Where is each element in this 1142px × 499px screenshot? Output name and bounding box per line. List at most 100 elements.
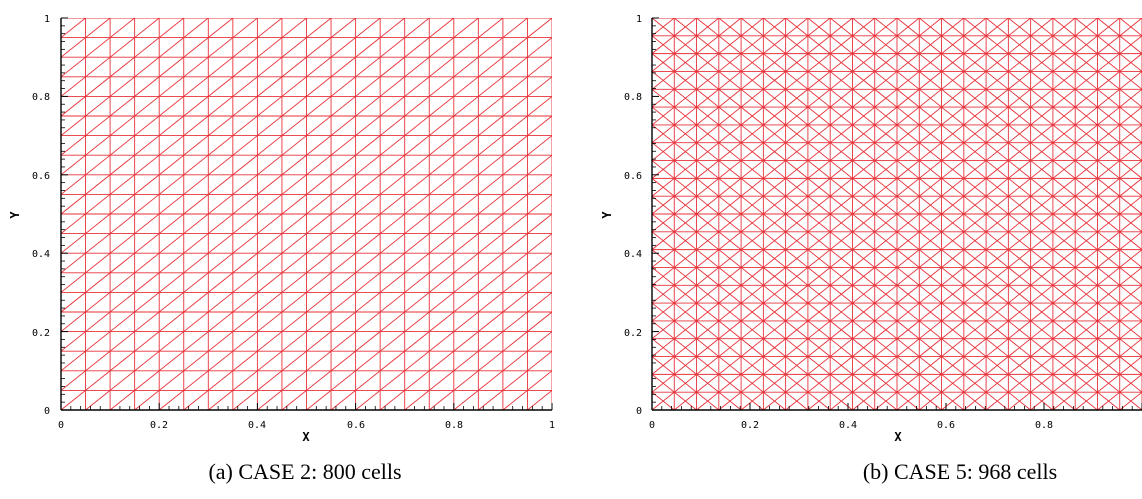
mesh-diagonal bbox=[696, 18, 1142, 375]
mesh-diagonal bbox=[61, 18, 528, 391]
mesh-diagonal bbox=[652, 35, 1121, 410]
mesh-diagonal bbox=[652, 18, 1142, 410]
ytick-label-b-4: 0.8 bbox=[624, 92, 642, 103]
mesh-diagonal bbox=[652, 18, 742, 90]
mesh-diagonal bbox=[896, 18, 1142, 215]
ytick-label-a-5: 1 bbox=[44, 14, 50, 25]
xtick-label-b-3: 0.6 bbox=[937, 420, 955, 431]
mesh-diagonal bbox=[61, 18, 356, 254]
mesh-diagonal bbox=[1030, 18, 1142, 108]
mesh-diagonal bbox=[355, 252, 552, 410]
mesh-diagonal bbox=[652, 213, 898, 410]
ytick-label-a-2: 0.4 bbox=[32, 249, 50, 260]
xtick-label-a-5: 1 bbox=[549, 420, 555, 431]
xtick-label-a-3: 0.6 bbox=[347, 420, 365, 431]
mesh-diagonal bbox=[918, 18, 1142, 197]
xtick-label-a-1: 0.2 bbox=[150, 420, 168, 431]
mesh-diagonal bbox=[652, 231, 876, 410]
mesh-diagonal bbox=[673, 18, 1142, 393]
mesh-diagonal bbox=[652, 338, 742, 410]
mesh-lines-a bbox=[61, 18, 552, 410]
mesh-diagonal bbox=[852, 18, 1142, 251]
mesh-diagonal bbox=[652, 284, 809, 410]
xtick-label-b-4: 0.8 bbox=[1035, 420, 1053, 431]
mesh-diagonal bbox=[183, 115, 552, 410]
mesh-diagonal bbox=[1030, 320, 1142, 410]
mesh-diagonal bbox=[61, 18, 430, 313]
mesh-diagonal bbox=[652, 249, 853, 410]
mesh-diagonal bbox=[652, 177, 942, 410]
mesh-diagonal bbox=[1008, 302, 1142, 410]
mesh-diagonal bbox=[941, 249, 1142, 410]
mesh-diagonal bbox=[61, 18, 283, 195]
mesh-diagonal bbox=[61, 18, 234, 156]
mesh-diagonal bbox=[763, 18, 1142, 322]
mesh-diagonal bbox=[652, 18, 898, 215]
mesh-diagonal bbox=[652, 159, 965, 410]
xtick-label-a-2: 0.4 bbox=[248, 420, 266, 431]
mesh-diagonal bbox=[61, 18, 479, 352]
mesh-diagonal bbox=[306, 213, 552, 410]
mesh-diagonal bbox=[652, 302, 786, 410]
y-axis-title-a: Y bbox=[8, 211, 22, 219]
axes-a bbox=[60, 17, 553, 411]
ytick-label-b-1: 0.2 bbox=[624, 328, 642, 339]
ytick-label-a-3: 0.6 bbox=[32, 171, 50, 182]
mesh-diagonal bbox=[652, 18, 831, 162]
mesh-diagonal bbox=[941, 18, 1142, 179]
ytick-label-b-3: 0.6 bbox=[624, 171, 642, 182]
mesh-diagonal bbox=[330, 233, 552, 410]
xtick-label-a-4: 0.8 bbox=[445, 420, 463, 431]
mesh-diagonal bbox=[785, 18, 1142, 304]
mesh-diagonal bbox=[652, 142, 987, 410]
mesh-diagonal bbox=[281, 193, 552, 410]
ytick-label-a-0: 0 bbox=[44, 406, 50, 417]
mesh-diagonal bbox=[652, 195, 920, 410]
mesh-diagonal bbox=[61, 18, 258, 176]
axes-b bbox=[651, 17, 1142, 411]
ytick-label-b-5: 1 bbox=[636, 14, 642, 25]
xtick-label-b-2: 0.4 bbox=[839, 420, 857, 431]
mesh-b bbox=[652, 18, 1142, 410]
mesh-diagonal bbox=[61, 18, 332, 235]
x-axis-title-a: X bbox=[302, 430, 310, 444]
caption-b: (b) CASE 5: 968 cells bbox=[863, 459, 1057, 484]
panel-b: 0 0.2 0.4 0.6 0.8 1 0 0.2 0.4 0.6 0.8 X … bbox=[600, 14, 1142, 484]
mesh-diagonal bbox=[652, 320, 764, 410]
mesh-diagonal bbox=[985, 18, 1142, 144]
mesh-a bbox=[61, 18, 552, 410]
mesh-diagonal bbox=[918, 231, 1142, 410]
mesh-diagonal bbox=[85, 37, 552, 410]
mesh-diagonal bbox=[652, 53, 1098, 410]
mesh-diagonal bbox=[1052, 338, 1142, 410]
mesh-lines-b bbox=[652, 18, 1142, 410]
mesh-diagonal bbox=[652, 18, 853, 179]
ytick-label-b-2: 0.4 bbox=[624, 249, 642, 260]
mesh-diagonal bbox=[652, 70, 1076, 410]
mesh-diagonal bbox=[404, 291, 552, 410]
mesh-diagonal bbox=[718, 18, 1142, 358]
mesh-diagonal bbox=[61, 18, 209, 137]
mesh-diagonal bbox=[109, 56, 552, 410]
mesh-diagonal bbox=[652, 18, 876, 197]
mesh-diagonal bbox=[61, 18, 185, 117]
xtick-label-b-0: 0 bbox=[649, 420, 655, 431]
mesh-diagonal bbox=[807, 18, 1142, 286]
mesh-diagonal bbox=[652, 124, 1009, 410]
ytick-label-a-1: 0.2 bbox=[32, 328, 50, 339]
mesh-diagonal bbox=[740, 18, 1142, 340]
mesh-diagonal bbox=[134, 76, 552, 410]
mesh-diagonal bbox=[232, 154, 552, 410]
mesh-diagonal bbox=[829, 18, 1142, 269]
mesh-diagonal bbox=[963, 18, 1142, 162]
mesh-diagonal bbox=[652, 18, 786, 126]
y-axis-title-b: Y bbox=[600, 211, 614, 219]
mesh-diagonal bbox=[61, 18, 307, 215]
mesh-diagonal bbox=[158, 95, 552, 410]
mesh-diagonal bbox=[963, 266, 1142, 410]
mesh-diagonal bbox=[379, 272, 552, 410]
mesh-diagonal bbox=[453, 331, 552, 410]
mesh-diagonal bbox=[61, 18, 552, 410]
xtick-label-a-0: 0 bbox=[58, 420, 64, 431]
